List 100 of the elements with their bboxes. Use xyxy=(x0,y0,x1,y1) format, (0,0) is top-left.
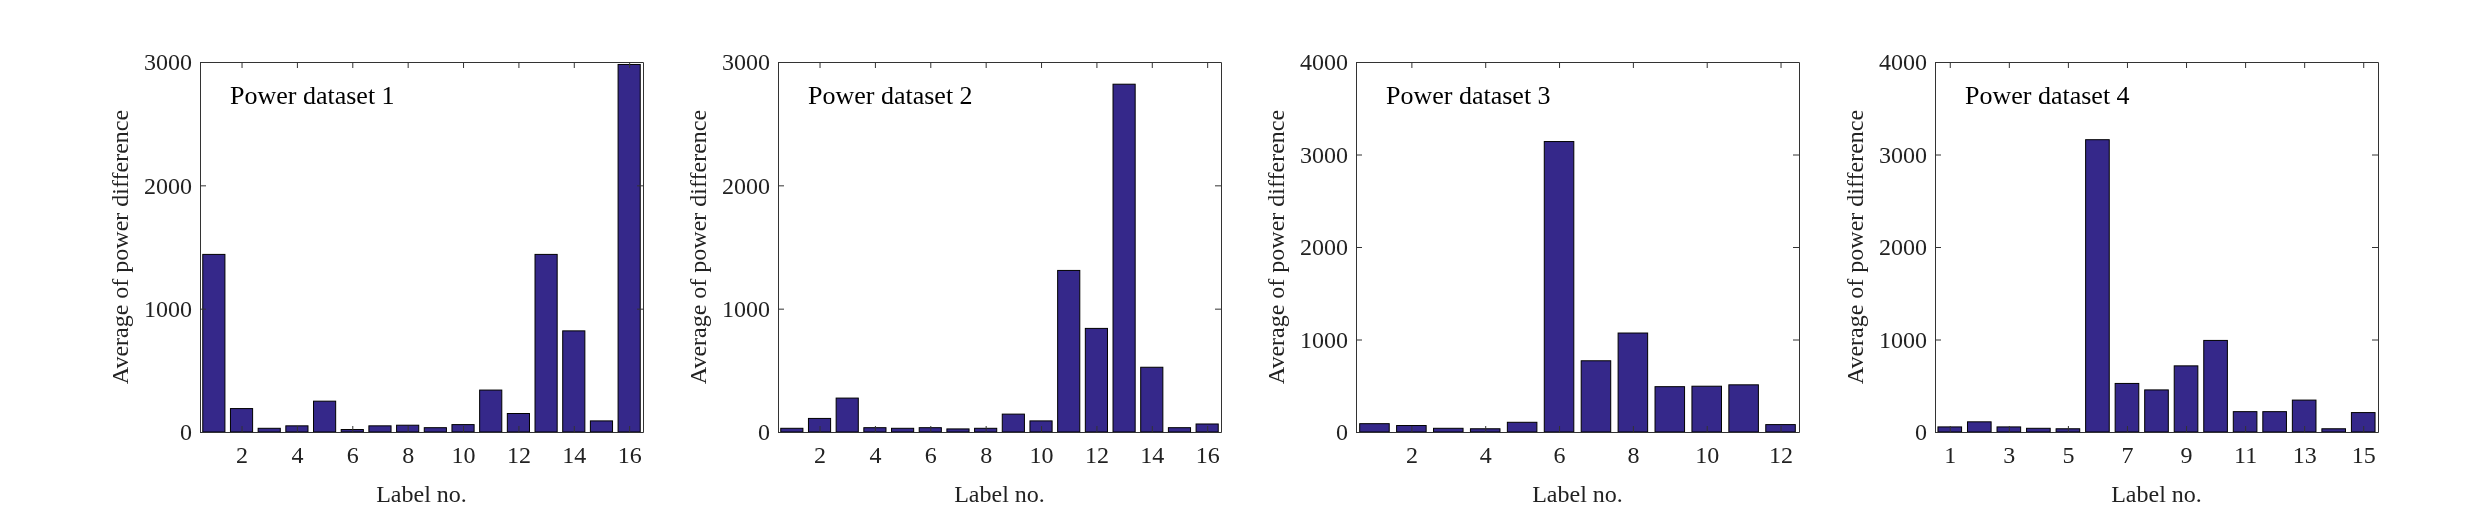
y-tick-label: 2000 xyxy=(722,172,770,199)
bar xyxy=(285,425,309,433)
bar xyxy=(451,424,475,433)
bar xyxy=(1617,332,1649,433)
y-tick-label: 1000 xyxy=(1300,326,1348,353)
y-axis-title: Average of power difference xyxy=(1263,109,1289,385)
bar xyxy=(2262,411,2287,433)
text: Power dataset 1 xyxy=(230,81,395,110)
bar xyxy=(2232,411,2258,433)
x-axis-title: Label no. xyxy=(2111,481,2202,507)
bar xyxy=(1001,413,1025,433)
y-tick-label: 3000 xyxy=(722,49,770,76)
x-tick-label: 14 xyxy=(1140,442,1165,469)
bar xyxy=(1580,360,1612,433)
bar xyxy=(1469,428,1501,433)
x-tick-label: 1 xyxy=(1944,442,1957,469)
bar xyxy=(946,428,970,433)
x-tick-label: 12 xyxy=(506,442,531,469)
y-tick-label: 3000 xyxy=(144,49,192,76)
y-axis-title: Average of power difference xyxy=(685,109,711,385)
bar xyxy=(1654,386,1686,433)
bar xyxy=(2055,428,2081,433)
bar xyxy=(1506,421,1538,433)
bar xyxy=(562,330,586,433)
bar xyxy=(2114,382,2140,433)
text: Power dataset 4 xyxy=(1965,81,2130,110)
bar xyxy=(1167,427,1192,433)
x-tick-label: 9 xyxy=(2180,442,2193,469)
x-tick-label: 6 xyxy=(346,442,359,469)
x-axis-title: Label no. xyxy=(954,481,1045,507)
bar xyxy=(1195,423,1219,433)
bar xyxy=(835,397,859,433)
y-tick-label: 0 xyxy=(180,419,192,446)
bar xyxy=(1966,421,1992,433)
bar xyxy=(313,400,337,433)
x-tick-label: 2 xyxy=(236,442,249,469)
bar xyxy=(1996,426,2022,433)
x-tick-label: 11 xyxy=(2234,442,2258,469)
x-tick-label: 3 xyxy=(2003,442,2016,469)
bar xyxy=(1084,327,1108,433)
bar xyxy=(506,413,530,433)
x-tick-label: 16 xyxy=(617,442,642,469)
y-tick-label: 0 xyxy=(1915,419,1927,446)
x-tick-label: 4 xyxy=(869,442,882,469)
x-axis-title: Label no. xyxy=(1532,481,1623,507)
x-tick-label: 12 xyxy=(1084,442,1109,469)
bar xyxy=(423,427,447,433)
x-tick-label: 5 xyxy=(2062,442,2075,469)
y-tick-label: 1000 xyxy=(722,295,770,322)
bar xyxy=(1359,423,1390,433)
bar xyxy=(396,424,420,433)
bar xyxy=(589,420,614,433)
y-tick-label: 1000 xyxy=(144,295,192,322)
bar xyxy=(1029,420,1053,433)
bar xyxy=(2085,139,2110,433)
bar xyxy=(918,427,942,433)
bar xyxy=(2173,365,2199,433)
x-tick-label: 12 xyxy=(1769,442,1794,469)
x-tick-label: 7 xyxy=(2121,442,2134,469)
y-tick-label: 2000 xyxy=(144,172,192,199)
x-tick-label: 10 xyxy=(1029,442,1054,469)
bar xyxy=(1057,269,1081,433)
bar xyxy=(1728,384,1759,433)
bar xyxy=(2350,412,2376,433)
x-tick-label: 6 xyxy=(1553,442,1566,469)
bar xyxy=(1543,141,1575,433)
y-tick-label: 0 xyxy=(758,419,770,446)
x-tick-label: 10 xyxy=(451,442,476,469)
bar xyxy=(807,417,832,433)
y-tick-label: 2000 xyxy=(1300,234,1348,261)
bar xyxy=(2144,389,2169,433)
bar xyxy=(863,427,887,433)
x-tick-label: 4 xyxy=(1479,442,1492,469)
x-tick-label: 15 xyxy=(2351,442,2376,469)
bar xyxy=(229,408,254,433)
text: Power dataset 3 xyxy=(1386,81,1551,110)
bar xyxy=(2203,339,2228,433)
x-tick-label: 2 xyxy=(814,442,827,469)
y-tick-label: 4000 xyxy=(1879,49,1927,76)
bar xyxy=(1396,425,1427,433)
x-tick-label: 8 xyxy=(1627,442,1640,469)
bar xyxy=(479,389,503,433)
bar xyxy=(1765,424,1796,433)
x-tick-label: 14 xyxy=(562,442,587,469)
x-axis-title: Label no. xyxy=(376,481,467,507)
x-tick-label: 8 xyxy=(980,442,993,469)
x-tick-label: 6 xyxy=(924,442,937,469)
x-tick-label: 8 xyxy=(402,442,415,469)
bar xyxy=(1112,83,1136,433)
y-tick-label: 3000 xyxy=(1879,141,1927,168)
bar xyxy=(202,253,226,433)
bar xyxy=(1691,385,1722,433)
x-tick-label: 13 xyxy=(2292,442,2317,469)
y-tick-label: 3000 xyxy=(1300,141,1348,168)
y-tick-label: 0 xyxy=(1336,419,1348,446)
y-tick-label: 1000 xyxy=(1879,326,1927,353)
x-tick-label: 2 xyxy=(1405,442,1418,469)
y-tick-label: 4000 xyxy=(1300,49,1348,76)
bar xyxy=(534,253,558,433)
bar xyxy=(2291,399,2317,433)
